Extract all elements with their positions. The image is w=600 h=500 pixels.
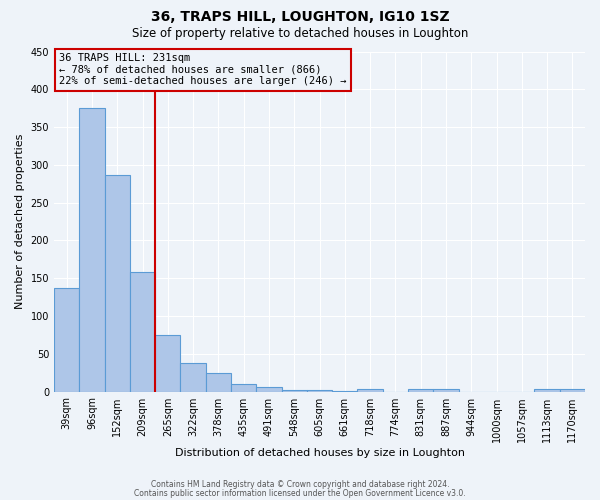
Text: Contains HM Land Registry data © Crown copyright and database right 2024.: Contains HM Land Registry data © Crown c… [151,480,449,489]
Bar [231,384,256,392]
Bar [54,288,79,392]
Bar [256,387,281,392]
Y-axis label: Number of detached properties: Number of detached properties [15,134,25,309]
Text: 36 TRAPS HILL: 231sqm
← 78% of detached houses are smaller (866)
22% of semi-det: 36 TRAPS HILL: 231sqm ← 78% of detached … [59,53,347,86]
Bar [560,390,585,392]
Text: Contains public sector information licensed under the Open Government Licence v3: Contains public sector information licen… [134,489,466,498]
Bar [281,390,307,392]
Bar [535,388,560,392]
Bar [433,390,458,392]
Bar [155,335,181,392]
Bar [181,363,206,392]
Text: 36, TRAPS HILL, LOUGHTON, IG10 1SZ: 36, TRAPS HILL, LOUGHTON, IG10 1SZ [151,10,449,24]
Bar [307,390,332,392]
Bar [358,388,383,392]
Bar [104,174,130,392]
Bar [206,372,231,392]
Bar [79,108,104,392]
Bar [332,391,358,392]
Bar [130,272,155,392]
Text: Size of property relative to detached houses in Loughton: Size of property relative to detached ho… [132,28,468,40]
Bar [408,388,433,392]
X-axis label: Distribution of detached houses by size in Loughton: Distribution of detached houses by size … [175,448,464,458]
